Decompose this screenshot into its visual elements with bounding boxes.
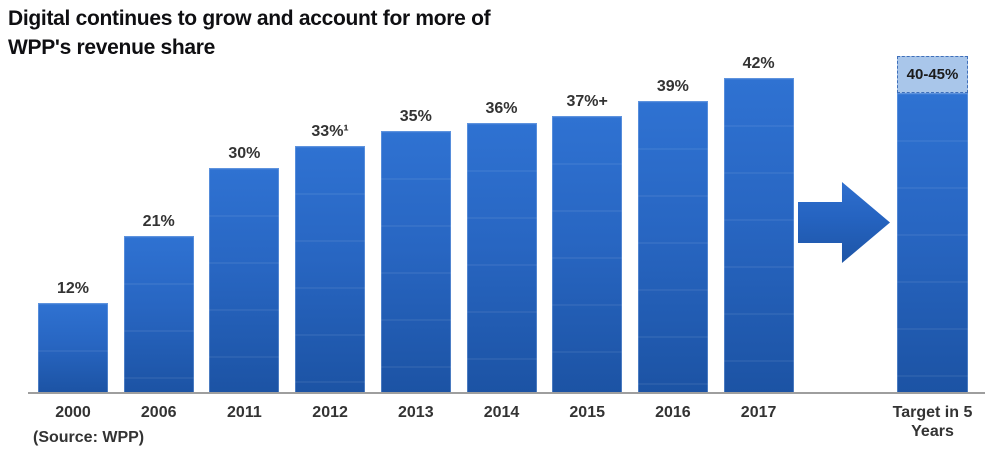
value-label-2017: 42% [742,55,775,72]
bar-2006 [123,235,194,393]
x-label-target: Target in 5 Years [892,404,973,440]
chart-title-line1: Digital continues to grow and account fo… [8,7,491,30]
x-label-2015: 2015 [569,404,605,421]
x-label-2013: 2013 [398,404,434,421]
x-label-2006: 2006 [140,404,177,421]
bar-2011 [209,168,280,393]
bar-2014 [466,123,537,393]
value-label-2000: 12% [56,280,90,297]
source-note: (Source: WPP) [33,429,145,446]
value-label-2011: 30% [228,145,261,162]
bar-2000 [38,303,108,393]
bar-2013 [380,130,451,393]
value-label-2013: 35% [399,107,432,125]
bar-2016 [637,100,708,393]
x-label-2012: 2012 [312,404,348,421]
value-label-2016: 39% [656,77,689,95]
bar-target [897,93,968,393]
x-label-2016: 2016 [655,404,691,421]
value-label-2012: 33%¹ [311,122,349,140]
bar-2012 [295,145,366,393]
bar-2017 [723,78,794,393]
bar-2015 [552,115,623,393]
value-label-2006: 21% [142,212,175,230]
x-axis-line [28,392,985,394]
right-arrow-icon [798,182,890,263]
x-label-2011: 2011 [227,404,262,421]
value-label-2014: 36% [485,100,518,117]
value-label-2015: 37%+ [566,92,608,110]
chart-title: Digital continues to grow and account fo… [8,4,491,62]
x-label-2017: 2017 [740,404,777,421]
x-label-2014: 2014 [483,404,520,421]
chart-title-line2: WPP's revenue share [8,36,216,59]
x-label-2000: 2000 [55,404,91,421]
target-range-label: 40-45% [897,55,968,93]
